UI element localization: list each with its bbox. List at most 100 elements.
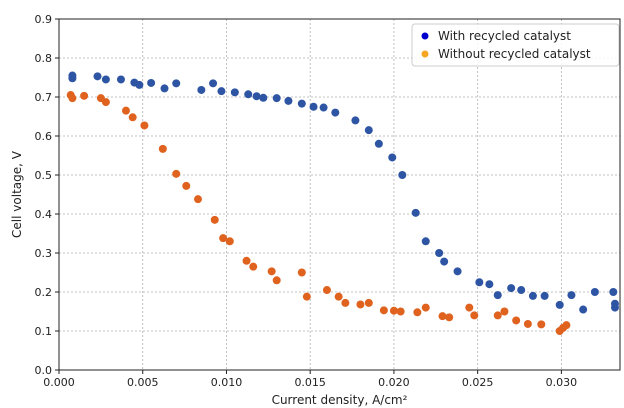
- data-point-s1-6: [128, 113, 137, 122]
- x-tick-label-2: 0.010: [211, 376, 243, 389]
- x-tick-label-6: 0.030: [546, 376, 578, 389]
- data-point-s1-14: [225, 237, 234, 246]
- data-point-s1-23: [341, 298, 350, 307]
- data-point-s1-7: [140, 121, 149, 130]
- y-tick-label-1: 0.1: [35, 325, 53, 338]
- data-point-s1-34: [470, 311, 479, 320]
- data-point-s1-28: [396, 307, 405, 316]
- plot-frame: [58, 18, 621, 371]
- y-tick-label-3: 0.3: [35, 247, 53, 260]
- legend-box: [411, 23, 620, 67]
- data-point-s1-5: [121, 106, 130, 115]
- data-point-s0-19: [297, 99, 306, 108]
- data-point-s1-1: [68, 94, 77, 103]
- data-point-s0-33: [475, 278, 484, 287]
- y-tick-label-6: 0.6: [35, 130, 53, 143]
- data-point-s0-2: [93, 72, 102, 81]
- grid-lines: [58, 18, 620, 371]
- data-point-s0-32: [453, 267, 462, 276]
- data-point-s0-30: [435, 249, 444, 257]
- data-point-s0-43: [590, 288, 599, 296]
- data-point-s1-26: [379, 306, 388, 315]
- data-point-s0-14: [244, 90, 253, 99]
- data-point-s1-22: [334, 292, 343, 301]
- data-point-s0-12: [217, 87, 226, 96]
- data-point-s0-24: [364, 126, 373, 135]
- data-point-s1-13: [219, 234, 228, 243]
- data-point-s1-10: [182, 181, 191, 190]
- data-point-s1-11: [193, 195, 202, 204]
- data-point-s1-33: [465, 303, 474, 312]
- data-point-s1-25: [364, 298, 373, 307]
- data-point-s0-31: [440, 257, 449, 266]
- y-tick-label-2: 0.2: [35, 286, 53, 299]
- legend-label-with-recycled: With recycled catalyst: [438, 29, 571, 43]
- y-tick-label-7: 0.7: [35, 91, 53, 104]
- data-point-s1-39: [537, 320, 546, 329]
- data-point-s1-4: [101, 98, 110, 107]
- x-axis-ticks: 0.000 0.005 0.010 0.015 0.020 0.025 0.030: [43, 370, 577, 389]
- data-point-s0-44: [609, 288, 618, 296]
- data-point-s0-38: [528, 291, 537, 300]
- data-point-s0-7: [147, 78, 156, 87]
- legend-marker-without-recycled: [421, 50, 429, 58]
- data-point-s0-37: [517, 286, 526, 295]
- data-point-s0-13: [230, 88, 239, 97]
- data-point-s0-21: [319, 103, 328, 112]
- data-point-s1-17: [267, 267, 276, 276]
- data-point-s1-29: [413, 308, 422, 317]
- data-point-s0-41: [567, 291, 576, 300]
- data-point-s0-29: [421, 237, 430, 246]
- data-point-s0-15: [252, 92, 261, 101]
- legend-label-without-recycled: Without recycled catalyst: [438, 47, 591, 61]
- legend: With recycled catalyst Without recycled …: [411, 23, 620, 67]
- data-point-s0-27: [398, 171, 407, 179]
- data-point-s0-1: [68, 74, 77, 83]
- y-tick-label-5: 0.5: [35, 169, 53, 182]
- data-point-s0-36: [507, 284, 516, 293]
- data-point-s1-31: [438, 312, 447, 321]
- data-point-s0-11: [209, 79, 218, 88]
- data-point-s1-16: [249, 262, 258, 271]
- data-point-s1-37: [512, 316, 521, 325]
- data-point-s0-18: [284, 96, 293, 105]
- data-point-s1-36: [500, 307, 509, 316]
- data-point-s0-42: [579, 305, 588, 314]
- data-point-s0-17: [272, 94, 281, 103]
- data-point-s0-40: [555, 300, 564, 309]
- data-point-s1-12: [210, 215, 219, 224]
- data-point-s1-19: [297, 268, 306, 277]
- y-tick-label-8: 0.8: [35, 52, 53, 65]
- x-tick-label-4: 0.020: [378, 376, 410, 389]
- x-tick-label-1: 0.005: [127, 376, 159, 389]
- data-point-s0-46: [610, 303, 619, 312]
- data-points: [66, 71, 619, 335]
- data-point-s1-32: [445, 313, 454, 322]
- y-tick-label-0: 0.0: [35, 364, 53, 377]
- y-axis-ticks: 0.0 0.1 0.2 0.3 0.4 0.5 0.6 0.7 0.8 0.9: [35, 13, 59, 377]
- y-tick-label-4: 0.4: [35, 208, 53, 221]
- x-tick-label-3: 0.015: [294, 376, 326, 389]
- data-point-s1-15: [242, 256, 251, 265]
- legend-marker-with-recycled: [421, 32, 429, 40]
- data-point-s0-23: [351, 116, 360, 125]
- data-point-s0-20: [309, 102, 318, 111]
- data-point-s1-30: [421, 303, 430, 312]
- x-axis-label: Current density, A/cm²: [272, 393, 408, 407]
- y-axis-label: Cell voltage, V: [10, 150, 24, 238]
- data-point-s1-8: [158, 144, 167, 153]
- data-point-s0-6: [135, 80, 144, 89]
- data-point-s1-27: [389, 306, 398, 315]
- data-point-s0-3: [101, 75, 110, 84]
- data-point-s1-20: [302, 292, 311, 301]
- data-point-s0-9: [172, 79, 181, 88]
- data-point-s0-26: [388, 153, 397, 162]
- data-point-s1-2: [80, 91, 89, 100]
- data-point-s0-39: [540, 291, 549, 300]
- data-point-s1-42: [562, 321, 571, 330]
- data-point-s1-38: [523, 319, 532, 328]
- data-point-s1-18: [272, 276, 281, 285]
- y-tick-label-9: 0.9: [35, 13, 53, 26]
- data-point-s1-21: [322, 286, 331, 295]
